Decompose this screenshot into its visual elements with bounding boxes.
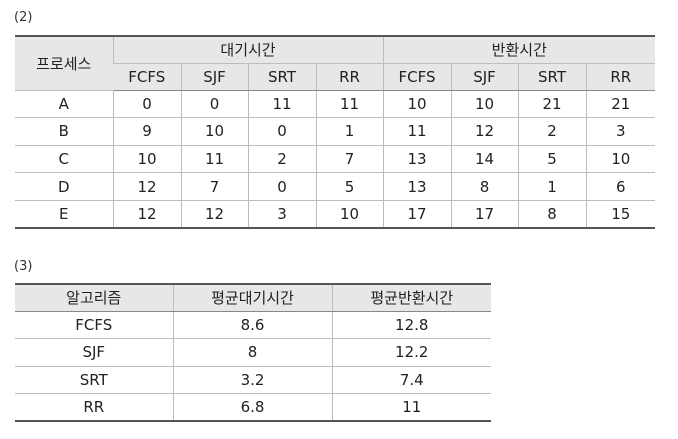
turnaround-cell: 12 [450,117,519,146]
wait-cell: 12 [112,200,181,228]
turnaround-cell: 5 [517,145,587,174]
table-row: SJF 8 12.2 [15,338,491,367]
header-process: 프로세스 [15,36,113,91]
table-row: A 0 0 11 11 10 10 21 21 [15,90,656,119]
header-avg-wait: 평균대기시간 [172,284,332,312]
header-wait-srt: SRT [247,63,316,91]
turnaround-cell: 3 [585,117,656,146]
table-row: D 12 7 0 5 13 8 1 6 [15,172,656,201]
wait-cell: 2 [247,145,316,174]
header-wait-rr: RR [315,63,384,91]
avg-wait-cell: 8 [172,338,332,367]
turnaround-cell: 2 [517,117,587,146]
turnaround-cell: 8 [450,172,519,201]
section-2-label: (2) [14,10,33,25]
wait-cell: 9 [112,117,181,146]
wait-cell: 0 [112,90,181,119]
header-turnaround-fcfs: FCFS [382,63,452,91]
header-turnaround-sjf: SJF [450,63,519,91]
process-name: C [15,145,113,174]
wait-cell: 0 [247,117,316,146]
process-name: B [15,117,113,146]
turnaround-cell: 10 [382,90,452,119]
process-name: A [15,90,113,119]
turnaround-cell: 1 [517,172,587,201]
avg-turnaround-cell: 7.4 [331,366,491,394]
wait-cell: 11 [247,90,316,119]
turnaround-cell: 17 [450,200,519,228]
turnaround-cell: 15 [585,200,656,228]
wait-cell: 0 [247,172,316,201]
turnaround-cell: 21 [585,90,656,119]
header-turnaround-rr: RR [585,63,656,91]
wait-cell: 0 [180,90,248,119]
header-algorithm: 알고리즘 [15,284,173,312]
header-turnaround-time: 반환시간 [382,36,656,64]
wait-cell: 7 [315,145,384,174]
wait-cell: 1 [315,117,384,146]
turnaround-cell: 13 [382,145,452,174]
table-row: RR 6.8 11 [15,393,491,421]
process-time-table: 프로세스 대기시간 반환시간 FCFS SJF SRT RR FCFS SJF … [15,35,656,229]
table-row: FCFS 8.6 12.8 [15,311,491,339]
avg-wait-cell: 6.8 [172,393,332,421]
wait-cell: 3 [247,200,316,228]
turnaround-cell: 8 [517,200,587,228]
turnaround-cell: 14 [450,145,519,174]
process-name: D [15,172,113,201]
wait-cell: 12 [180,200,248,228]
avg-wait-cell: 8.6 [172,311,332,339]
turnaround-cell: 6 [585,172,656,201]
turnaround-cell: 17 [382,200,452,228]
avg-turnaround-cell: 12.8 [331,311,491,339]
turnaround-cell: 11 [382,117,452,146]
header-avg-turnaround: 평균반환시간 [331,284,491,312]
algorithm-name: RR [83,398,105,416]
table-row: C 10 11 2 7 13 14 5 10 [15,145,656,174]
table-row: B 9 10 0 1 11 12 2 3 [15,117,656,146]
turnaround-cell: 21 [517,90,587,119]
avg-turnaround-cell: 11 [331,393,491,421]
wait-cell: 7 [180,172,248,201]
algorithm-name: SRT [15,366,173,394]
table-row: E 12 12 3 10 17 17 8 15 [15,200,656,228]
header-wait-time: 대기시간 [112,36,384,64]
header-wait-fcfs: FCFS [113,63,181,91]
header-turnaround-srt: SRT [517,63,587,91]
wait-cell: 12 [112,172,181,201]
average-time-table: 알고리즘 평균대기시간 평균반환시간 FCFS 8.6 12.8 SJF 8 1… [15,283,491,422]
turnaround-cell: 13 [382,172,452,201]
algorithm-name: FCFS [15,311,173,339]
wait-cell: 11 [180,145,248,174]
turnaround-cell: 10 [450,90,519,119]
wait-cell: 10 [180,117,248,146]
process-name: E [59,204,69,223]
section-3-label: (3) [14,259,33,274]
avg-turnaround-cell: 12.2 [331,338,491,367]
wait-cell: 11 [315,90,384,119]
avg-wait-cell: 3.2 [172,366,332,394]
table-row: SRT 3.2 7.4 [15,366,491,394]
wait-cell: 10 [112,145,181,174]
algorithm-name: SJF [15,338,173,367]
wait-cell: 10 [315,200,384,228]
wait-cell: 5 [315,172,384,201]
header-wait-sjf: SJF [180,63,248,91]
turnaround-cell: 10 [585,145,656,174]
